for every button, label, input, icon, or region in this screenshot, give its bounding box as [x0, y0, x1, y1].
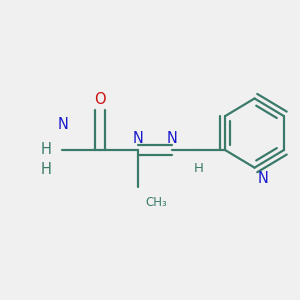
Text: H: H — [40, 142, 51, 158]
Text: N: N — [133, 130, 144, 146]
Text: CH₃: CH₃ — [146, 196, 167, 208]
Text: H: H — [40, 162, 51, 177]
Text: O: O — [94, 92, 106, 107]
Text: N: N — [257, 171, 268, 186]
Text: N: N — [167, 130, 178, 146]
Text: N: N — [58, 117, 69, 132]
Text: H: H — [194, 162, 203, 175]
